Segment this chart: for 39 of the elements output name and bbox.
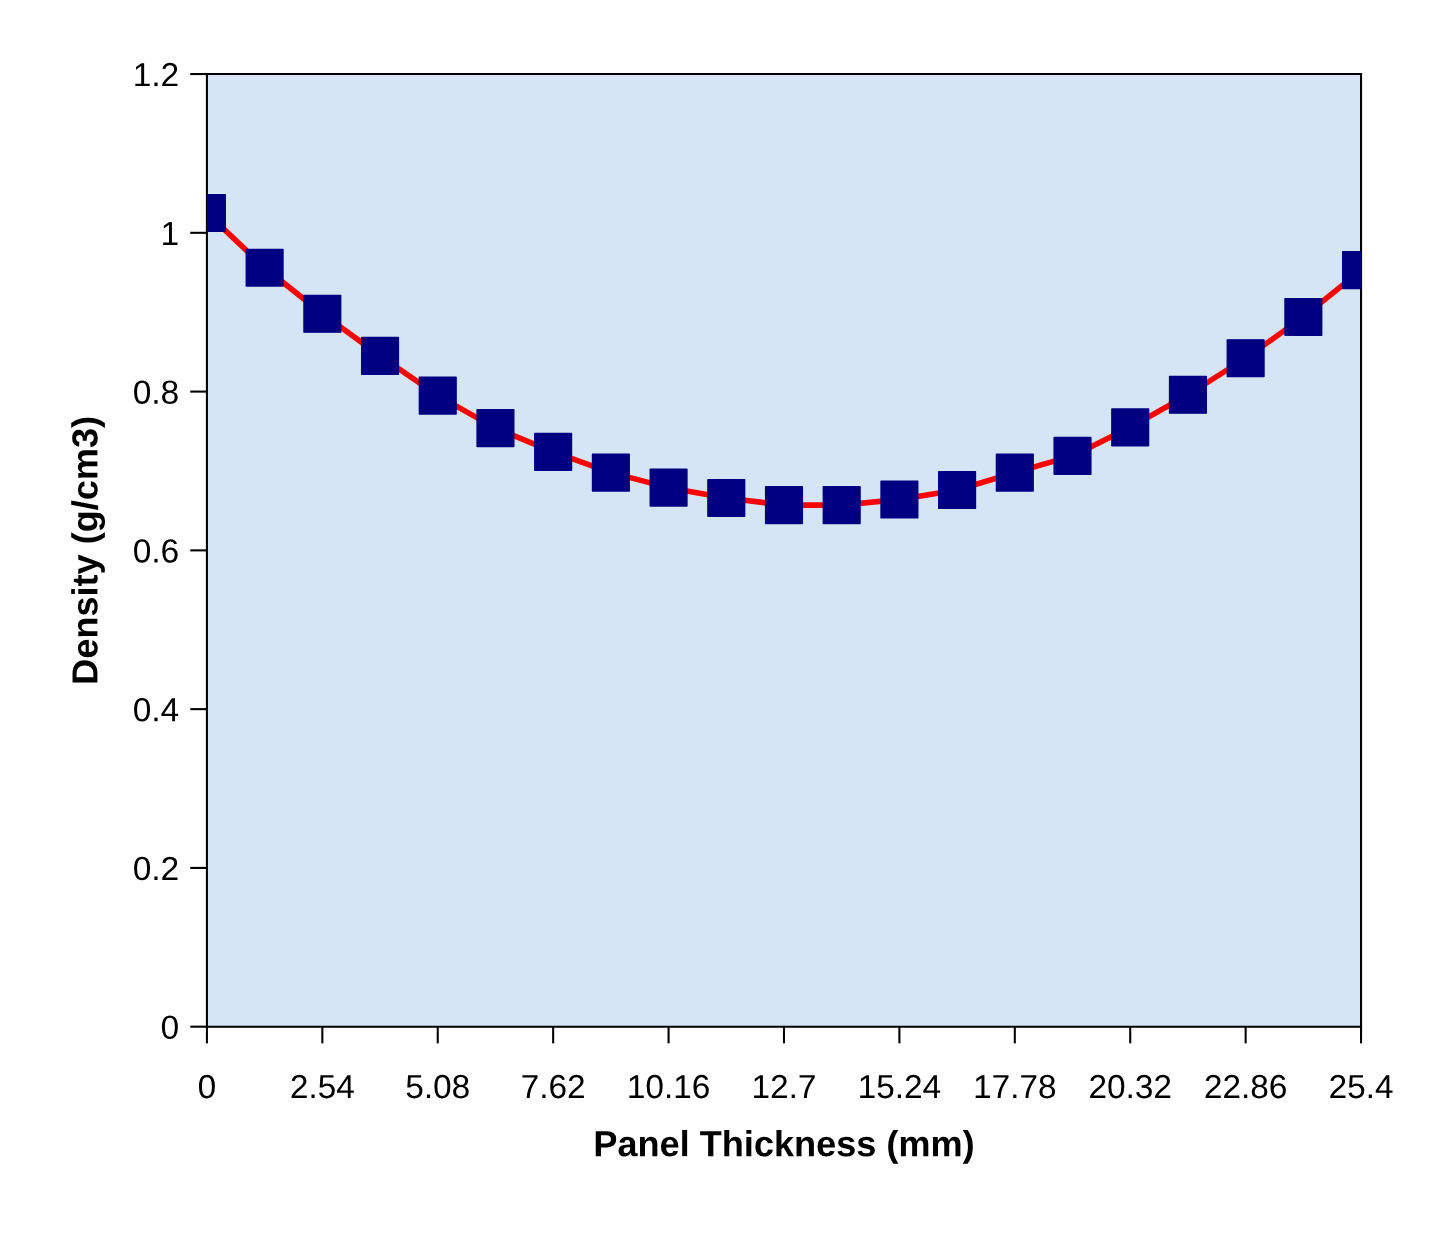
y-axis-title: Density (g/cm3) — [71, 417, 106, 683]
y-tick-label: 1 — [163, 221, 178, 245]
point — [476, 409, 515, 448]
point — [822, 486, 861, 525]
point — [1053, 436, 1092, 475]
point — [707, 478, 746, 518]
point — [995, 453, 1034, 492]
x-tick-label: 17.78 — [975, 1074, 1056, 1099]
point — [591, 453, 630, 492]
x-tick-label: 22.86 — [1205, 1074, 1286, 1099]
x-tick-label: 20.32 — [1090, 1074, 1171, 1099]
point — [418, 376, 457, 415]
point — [1284, 297, 1323, 337]
x-tick-label: 25.4 — [1330, 1074, 1393, 1099]
point — [764, 486, 804, 525]
x-tick-label: 7.62 — [522, 1074, 584, 1099]
point — [1111, 408, 1150, 447]
point — [303, 294, 342, 333]
point — [1168, 375, 1207, 414]
point — [534, 432, 573, 471]
y-tick-label: 0.6 — [134, 539, 178, 563]
point — [938, 470, 977, 510]
point — [1226, 339, 1265, 378]
y-tick-label: 0.2 — [134, 856, 178, 881]
x-tick-label: 2.54 — [291, 1074, 354, 1099]
x-tick-label: 5.08 — [406, 1074, 469, 1099]
point — [880, 480, 919, 519]
x-tick-label: 15.24 — [860, 1074, 941, 1099]
y-tick-label: 0 — [161, 1015, 178, 1040]
x-axis-title: Panel Thickness (mm) — [595, 1129, 973, 1164]
x-tick-label: 12.7 — [754, 1074, 815, 1099]
point — [360, 336, 400, 375]
y-tick-label: 0.4 — [134, 697, 179, 722]
y-tick-label: 0.8 — [134, 380, 178, 404]
x-tick-label: 0 — [198, 1074, 215, 1099]
y-tick-label: 1.2 — [135, 62, 178, 87]
x-tick-label: 10.16 — [629, 1074, 709, 1099]
point — [245, 248, 284, 287]
point — [649, 468, 688, 507]
